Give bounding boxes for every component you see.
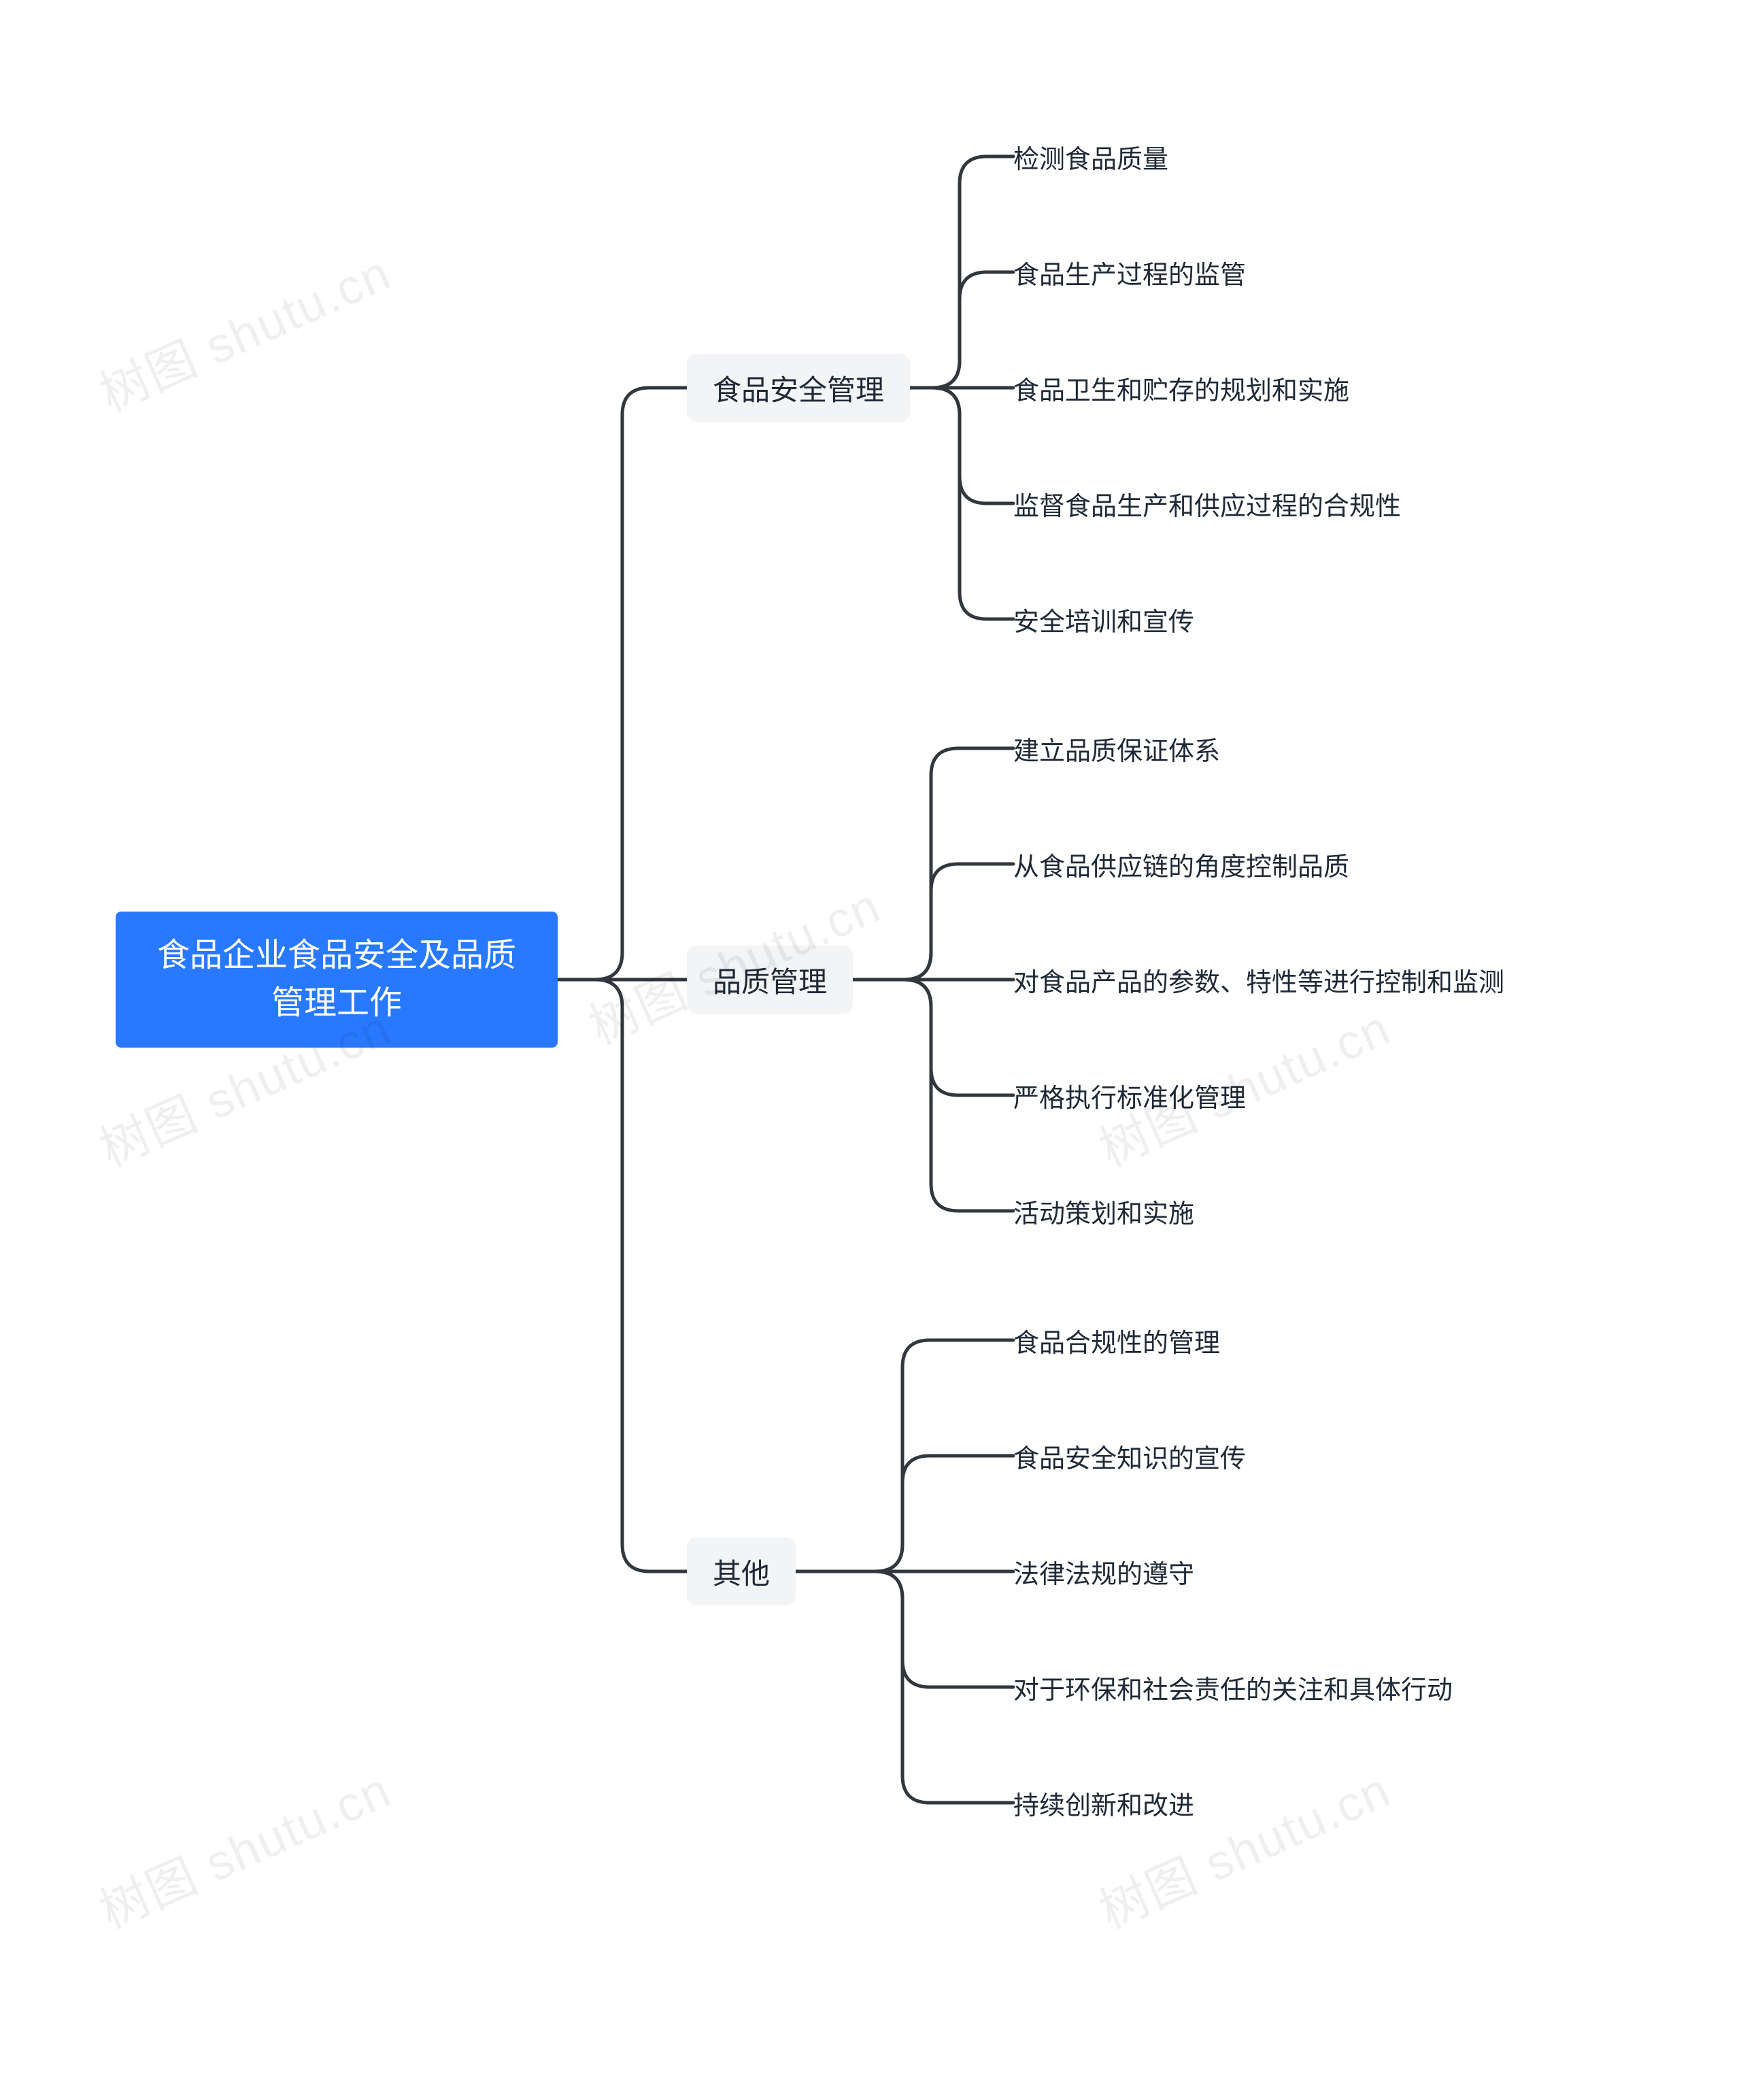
watermark: 树图 shutu.cn: [86, 233, 400, 425]
connector-layer: [0, 0, 1741, 2100]
leaf-node: 安全培训和宣传: [1013, 599, 1194, 639]
leaf-node: 活动策划和实施: [1013, 1190, 1194, 1231]
watermark: 树图 shutu.cn: [86, 1750, 400, 1942]
leaf-node: 检测食品质量: [1013, 136, 1168, 177]
leaf-node: 食品卫生和贮存的规划和实施: [1013, 367, 1349, 408]
leaf-node: 对食品产品的参数、特性等进行控制和监测: [1013, 959, 1504, 1000]
branch-node: 其他: [687, 1537, 796, 1605]
root-node: 食品企业食品安全及品质管理工作: [116, 912, 558, 1048]
leaf-node: 从食品供应链的角度控制品质: [1013, 844, 1349, 884]
leaf-node: 对于环保和社会责任的关注和具体行动: [1013, 1667, 1453, 1707]
leaf-node: 食品安全知识的宣传: [1013, 1435, 1246, 1476]
leaf-node: 严格执行标准化管理: [1013, 1075, 1246, 1116]
leaf-node: 法律法规的遵守: [1013, 1551, 1194, 1592]
leaf-node: 监督食品生产和供应过程的合规性: [1013, 483, 1401, 524]
watermark: 树图 shutu.cn: [1086, 1750, 1400, 1942]
leaf-node: 食品生产过程的监管: [1013, 252, 1246, 293]
leaf-node: 食品合规性的管理: [1013, 1320, 1220, 1361]
branch-node: 品质管理: [687, 946, 853, 1014]
branch-node: 食品安全管理: [687, 354, 910, 422]
leaf-node: 持续创新和改进: [1013, 1782, 1194, 1823]
leaf-node: 建立品质保证体系: [1013, 728, 1220, 769]
